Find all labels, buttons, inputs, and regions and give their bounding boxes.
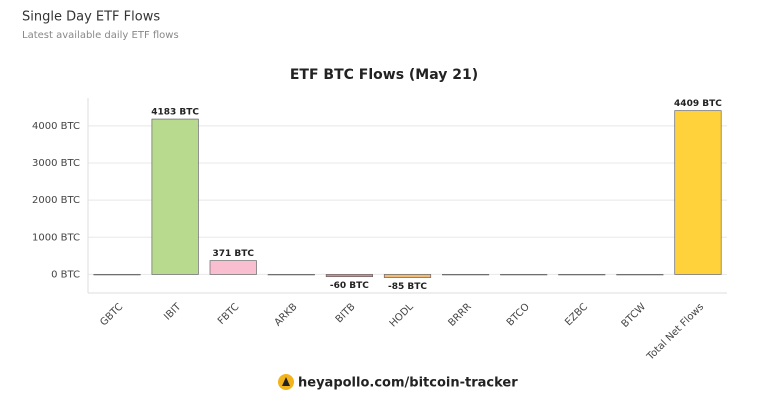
footer-link[interactable]: heyapollo.com/bitcoin-tracker [298, 376, 518, 391]
bar [442, 274, 490, 276]
bar [558, 274, 606, 276]
bar [674, 110, 722, 275]
x-tick-label: BITB [334, 301, 358, 325]
logo-mark [282, 377, 290, 386]
x-tick-label: HODL [388, 301, 416, 329]
y-tick-label: 0 BTC [51, 269, 80, 280]
x-tick-label: EZBC [563, 301, 590, 328]
bar [383, 274, 432, 278]
x-tick-label: FBTC [216, 301, 242, 327]
y-tick-label: 4000 BTC [32, 121, 80, 132]
x-tick-label: GBTC [98, 301, 125, 328]
y-tick-label: 1000 BTC [32, 232, 80, 243]
x-tick-label: ARKB [273, 301, 300, 328]
chart-title: ETF BTC Flows (May 21) [290, 67, 478, 83]
value-label: -60 BTC [330, 281, 369, 291]
value-label: 371 BTC [212, 249, 254, 259]
bar [267, 274, 315, 276]
x-tick-label: IBIT [162, 301, 184, 323]
value-label: 4183 BTC [151, 108, 199, 118]
y-tick-label: 3000 BTC [32, 158, 80, 169]
x-tick-label: BTCW [620, 301, 649, 330]
bar [325, 274, 373, 278]
bar [93, 274, 141, 276]
bar [500, 274, 548, 276]
page-title: Single Day ETF Flows [22, 10, 160, 25]
bar [209, 260, 257, 275]
y-tick-label: 2000 BTC [32, 195, 80, 206]
x-tick-label: BTCO [505, 301, 532, 328]
bar [151, 118, 199, 275]
x-tick-label: BRRR [446, 301, 473, 328]
value-label: 4409 BTC [674, 99, 722, 109]
bar [616, 274, 664, 276]
x-tick-label: Total Net Flows [644, 301, 706, 363]
value-label: -85 BTC [388, 282, 427, 292]
page-subtitle: Latest available daily ETF flows [22, 30, 179, 41]
